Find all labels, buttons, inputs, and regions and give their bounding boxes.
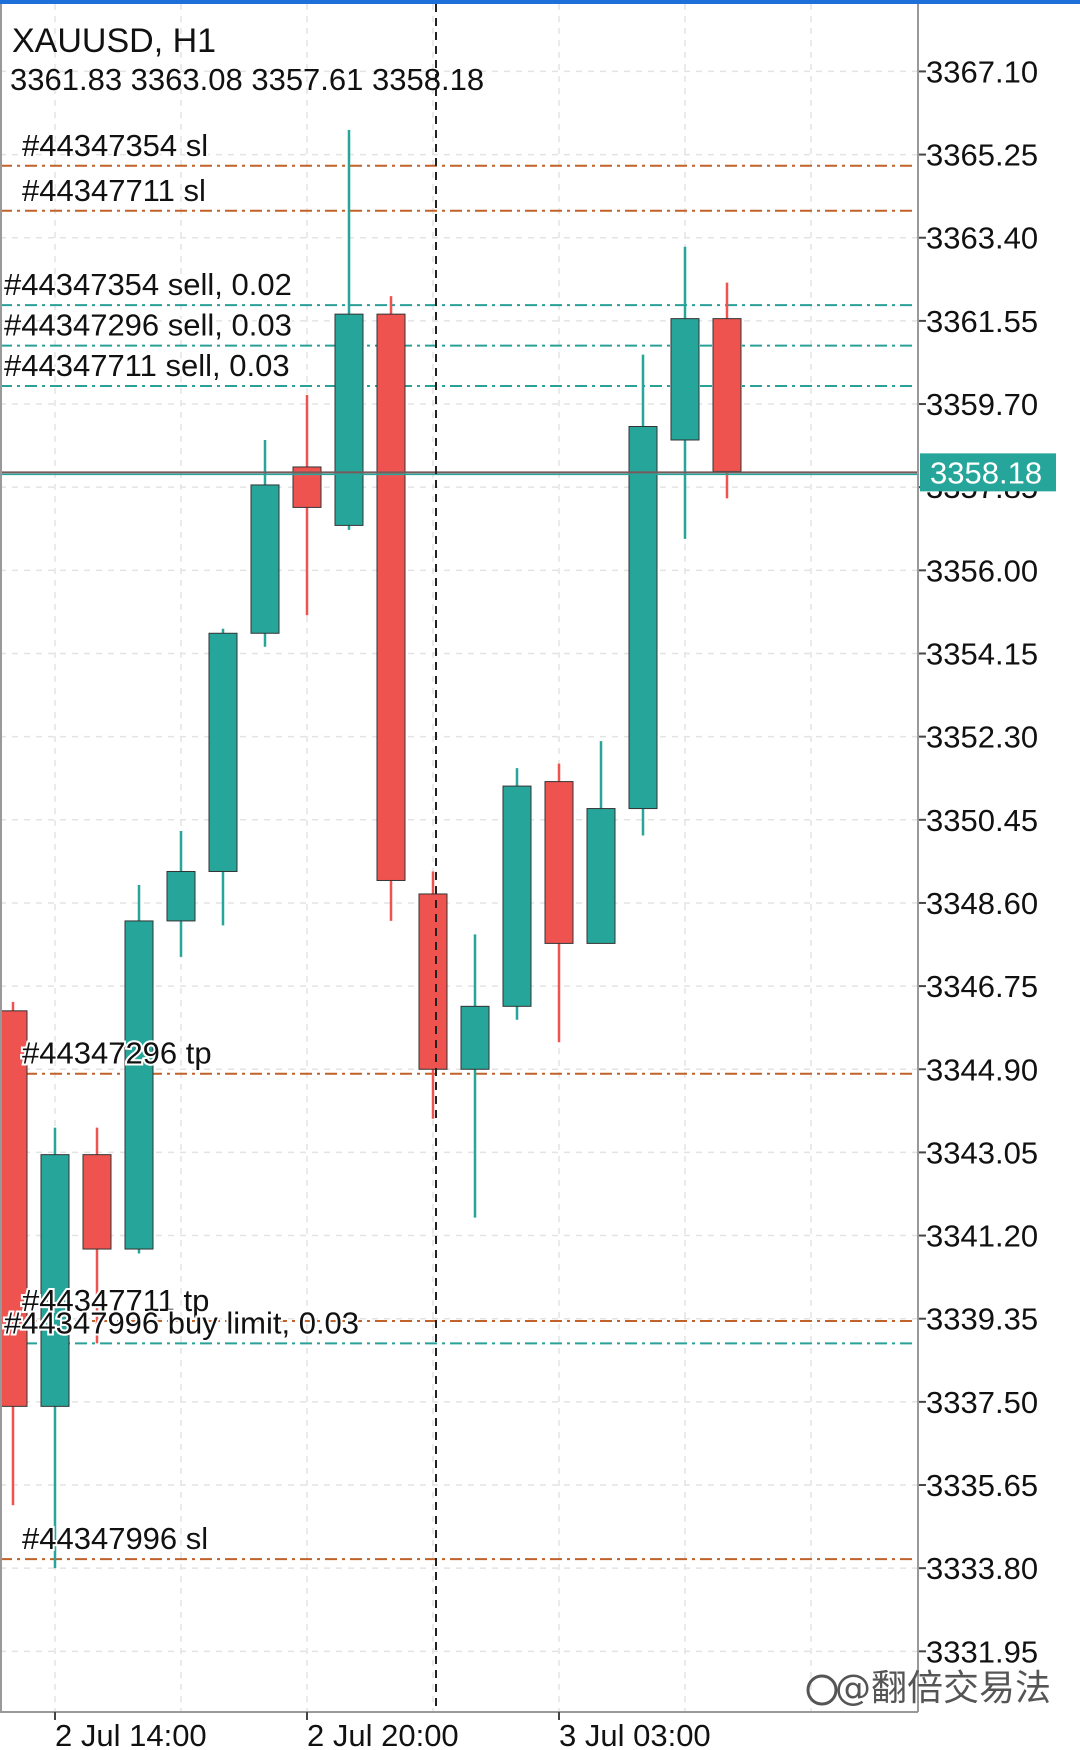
watermark-logo-icon — [806, 1674, 838, 1706]
price-axis: 3367.103365.253363.403361.553359.703357.… — [0, 4, 1056, 1713]
y-tick-label: 3363.40 — [926, 221, 1038, 256]
candle — [544, 763, 574, 1043]
level-labels: #44347354 sl #44347711 sl #44347354 sell, … — [2, 126, 361, 1558]
order-level-label: #44347711 sell, 0.03 — [4, 348, 290, 383]
candle-body — [544, 781, 574, 944]
y-tick-label: 3348.60 — [926, 886, 1038, 921]
candle-body — [376, 313, 406, 881]
candle — [250, 439, 280, 647]
order-level-label: #44347711 tp — [22, 1283, 209, 1318]
x-tick-label: 2 Jul 14:00 — [55, 1718, 207, 1750]
order-level-label: #44347996 sl — [22, 1521, 208, 1556]
y-tick-label: 3361.55 — [926, 304, 1038, 339]
symbol-title: XAUUSD, H1 — [12, 22, 216, 60]
window-top-border — [0, 0, 1080, 4]
candle-body — [334, 313, 364, 526]
candle-body — [628, 426, 658, 810]
y-tick-label: 3333.80 — [926, 1551, 1038, 1586]
order-level-label: #44347354 sl — [22, 128, 208, 163]
current-price-label: 3358.18 — [930, 455, 1042, 490]
candle — [334, 129, 364, 530]
candle-body — [418, 893, 448, 1070]
candles — [0, 129, 742, 1569]
x-tick-label: 2 Jul 20:00 — [307, 1718, 459, 1750]
y-tick-label: 3341.20 — [926, 1219, 1038, 1254]
watermark-text: @翻倍交易法 — [835, 1668, 1051, 1709]
order-level-label: #44347354 sell, 0.02 — [4, 267, 292, 302]
y-tick-label: 3365.25 — [926, 138, 1038, 173]
y-tick-label: 3343.05 — [926, 1135, 1038, 1170]
y-tick-label: 3356.00 — [926, 553, 1038, 588]
candle — [712, 282, 742, 499]
candle-body — [166, 870, 196, 922]
candle — [460, 934, 490, 1218]
candle-body — [502, 785, 532, 1007]
y-tick-label: 3331.95 — [926, 1634, 1038, 1669]
y-tick-label: 3335.65 — [926, 1468, 1038, 1503]
y-tick-label: 3359.70 — [926, 387, 1038, 422]
candle — [670, 246, 700, 539]
candle-body — [40, 1154, 70, 1407]
y-tick-label: 3344.90 — [926, 1052, 1038, 1087]
candle — [502, 768, 532, 1020]
candle-body — [0, 1010, 28, 1407]
candle — [124, 884, 154, 1254]
order-level-label: #44347996 buy limit, 0.03 — [4, 1305, 359, 1340]
candle — [586, 741, 616, 944]
candle — [82, 1127, 112, 1344]
current-price-tag — [920, 453, 1056, 492]
candle — [418, 871, 448, 1119]
grid — [0, 0, 1080, 1712]
candle-body — [670, 318, 700, 441]
y-tick-label: 3346.75 — [926, 969, 1038, 1004]
candle — [208, 628, 238, 926]
candle-body — [124, 920, 154, 1250]
current-price-line — [0, 471, 918, 476]
y-tick-label: 3352.30 — [926, 720, 1038, 755]
time-axis: 2 Jul 14:00 2 Jul 20:00 3 Jul 03:00 — [54, 1712, 711, 1750]
candle — [628, 354, 658, 836]
order-level-label: #44347296 tp — [22, 1036, 212, 1071]
candle — [166, 831, 196, 957]
candle — [0, 1001, 28, 1506]
order-level-label: #44347711 sl — [22, 173, 206, 208]
candle-body — [712, 318, 742, 472]
candle-body — [208, 632, 238, 872]
candle — [376, 296, 406, 921]
candle-body — [460, 1005, 490, 1070]
order-levels — [0, 164, 918, 1561]
y-tick-label: 3354.15 — [926, 636, 1038, 671]
y-tick-label: 3350.45 — [926, 803, 1038, 838]
candle-body — [250, 484, 280, 634]
candle-body — [586, 808, 616, 944]
y-tick-label: 3367.10 — [926, 54, 1038, 89]
order-level-label: #44347296 sell, 0.03 — [4, 308, 292, 343]
y-tick-label: 3339.35 — [926, 1302, 1038, 1337]
x-tick-label: 3 Jul 03:00 — [559, 1718, 711, 1750]
ohlc-readout: 3361.83 3363.08 3357.61 3358.18 — [10, 62, 484, 97]
candle-body — [82, 1154, 112, 1250]
y-tick-label: 3337.50 — [926, 1385, 1038, 1420]
candle — [40, 1127, 70, 1569]
